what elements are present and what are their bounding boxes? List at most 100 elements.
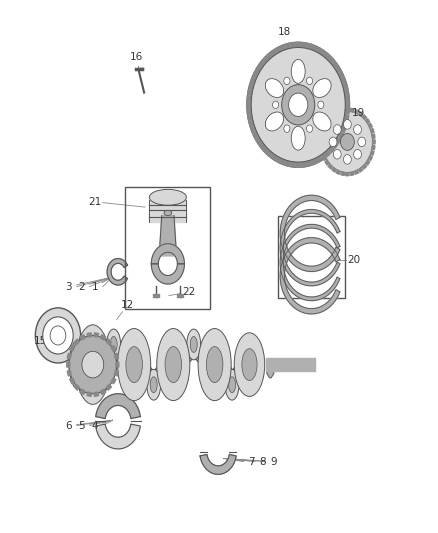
Text: 18: 18: [278, 27, 291, 37]
Circle shape: [251, 47, 345, 162]
Circle shape: [284, 77, 290, 85]
Polygon shape: [70, 378, 74, 384]
Text: 7: 7: [248, 457, 255, 466]
Polygon shape: [335, 136, 341, 143]
Text: 8: 8: [259, 457, 266, 466]
Polygon shape: [320, 50, 325, 56]
Polygon shape: [152, 294, 159, 297]
Polygon shape: [311, 45, 316, 51]
Ellipse shape: [242, 349, 257, 381]
Polygon shape: [74, 339, 79, 345]
Circle shape: [353, 125, 361, 134]
Polygon shape: [320, 134, 323, 139]
Polygon shape: [247, 109, 252, 114]
Polygon shape: [311, 158, 316, 165]
Ellipse shape: [234, 333, 265, 397]
Polygon shape: [247, 96, 252, 101]
Polygon shape: [328, 115, 332, 119]
Polygon shape: [247, 102, 251, 107]
Polygon shape: [291, 161, 295, 167]
Polygon shape: [262, 56, 268, 64]
Polygon shape: [286, 43, 290, 49]
Circle shape: [340, 133, 354, 150]
Polygon shape: [251, 126, 256, 133]
Polygon shape: [280, 158, 286, 165]
Polygon shape: [114, 370, 118, 376]
Polygon shape: [106, 339, 111, 345]
Ellipse shape: [291, 126, 305, 150]
Polygon shape: [350, 172, 354, 175]
Circle shape: [69, 335, 117, 394]
Ellipse shape: [265, 112, 284, 131]
Polygon shape: [371, 151, 374, 155]
Ellipse shape: [84, 345, 102, 384]
Text: 15: 15: [34, 336, 47, 346]
Ellipse shape: [110, 336, 117, 352]
Polygon shape: [87, 392, 92, 397]
Text: 2: 2: [78, 281, 85, 292]
Circle shape: [329, 137, 337, 147]
Text: 16: 16: [130, 52, 143, 62]
Polygon shape: [249, 120, 254, 126]
Polygon shape: [280, 45, 286, 51]
Ellipse shape: [291, 60, 305, 83]
Polygon shape: [332, 167, 336, 172]
Polygon shape: [276, 47, 281, 53]
Polygon shape: [332, 111, 336, 116]
Circle shape: [307, 77, 313, 85]
Polygon shape: [325, 160, 329, 165]
Polygon shape: [340, 77, 346, 84]
Polygon shape: [320, 153, 325, 160]
Polygon shape: [221, 365, 242, 385]
Circle shape: [247, 42, 350, 167]
Polygon shape: [341, 172, 345, 175]
Polygon shape: [223, 365, 243, 385]
Circle shape: [353, 149, 361, 159]
Polygon shape: [104, 344, 127, 365]
Polygon shape: [96, 394, 140, 418]
Ellipse shape: [107, 329, 120, 360]
Polygon shape: [141, 365, 163, 385]
Polygon shape: [74, 384, 79, 390]
Circle shape: [333, 149, 341, 159]
Polygon shape: [177, 294, 183, 297]
Polygon shape: [359, 167, 363, 172]
Polygon shape: [266, 150, 272, 157]
Text: 5: 5: [78, 421, 85, 431]
Polygon shape: [336, 170, 340, 174]
Polygon shape: [322, 123, 326, 128]
Polygon shape: [266, 53, 272, 60]
Polygon shape: [362, 115, 367, 119]
Text: 11: 11: [191, 340, 204, 350]
Polygon shape: [306, 160, 311, 166]
Ellipse shape: [206, 346, 223, 383]
Text: 10: 10: [165, 340, 178, 350]
Text: 20: 20: [347, 255, 360, 265]
Polygon shape: [280, 238, 340, 314]
Polygon shape: [343, 120, 348, 126]
Circle shape: [284, 125, 290, 132]
Polygon shape: [321, 128, 324, 133]
Ellipse shape: [117, 328, 151, 401]
Ellipse shape: [126, 346, 142, 383]
Polygon shape: [336, 109, 340, 114]
Polygon shape: [180, 344, 203, 365]
Polygon shape: [366, 160, 370, 165]
Polygon shape: [340, 126, 346, 133]
Bar: [278, 216, 345, 298]
Polygon shape: [322, 156, 326, 160]
Ellipse shape: [147, 369, 161, 400]
Circle shape: [35, 308, 81, 363]
Ellipse shape: [150, 377, 157, 393]
Polygon shape: [344, 115, 349, 120]
Polygon shape: [345, 96, 350, 101]
Circle shape: [343, 119, 351, 129]
Polygon shape: [321, 151, 324, 155]
Ellipse shape: [75, 325, 110, 405]
Polygon shape: [372, 146, 375, 150]
Polygon shape: [262, 146, 268, 153]
Polygon shape: [296, 162, 300, 167]
Circle shape: [358, 137, 366, 147]
Polygon shape: [316, 47, 321, 53]
Polygon shape: [328, 146, 334, 153]
